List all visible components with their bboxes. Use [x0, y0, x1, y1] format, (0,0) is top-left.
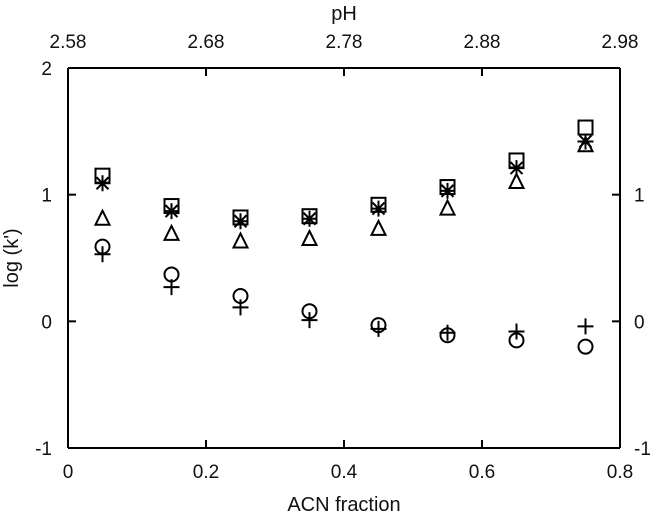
asterisk-marker-1-6: [508, 160, 525, 177]
left-y-tick-label-0: -1: [35, 439, 52, 460]
triangle-marker-2-1: [162, 223, 181, 241]
bottom-x-tick-label-1: 0.2: [193, 462, 219, 483]
plus-marker-4-0: [94, 246, 111, 263]
bottom-x-tick-label-3: 0.6: [469, 462, 495, 483]
y-axis-title: log (k'): [1, 228, 23, 287]
triangle-marker-2-3: [300, 228, 319, 246]
top-x-tick-label-2: 2.78: [326, 32, 363, 53]
left-y-tick-label-1: 0: [41, 312, 52, 333]
plus-marker-4-7: [577, 318, 594, 335]
left-y-tick-label-2: 1: [41, 186, 52, 207]
triangle-marker-2-2: [231, 231, 250, 249]
triangle-marker-2-6: [507, 171, 526, 189]
triangle-marker-2-5: [438, 198, 457, 216]
top-x-tick-label-1: 2.68: [188, 32, 225, 53]
top-x-tick-label-0: 2.58: [50, 32, 87, 53]
triangle-marker-2-4: [369, 218, 388, 236]
circle-marker-3-7: [577, 338, 594, 355]
plus-marker-4-2: [232, 299, 249, 316]
asterisk-marker-1-1: [163, 203, 180, 220]
plus-marker-4-1: [163, 279, 180, 296]
asterisk-marker-1-5: [439, 182, 456, 199]
plus-marker-4-4: [370, 320, 387, 337]
right-y-tick-label-2: 1: [634, 186, 645, 207]
top-x-tick-label-3: 2.88: [464, 32, 501, 53]
bottom-x-tick-label-2: 0.4: [331, 462, 358, 483]
right-y-tick-label-1: 0: [634, 312, 645, 333]
markers-layer: [93, 119, 595, 355]
left-y-tick-label-3: 2: [41, 59, 52, 80]
triangle-marker-2-0: [93, 208, 112, 226]
right-y-tick-label-0: -1: [634, 439, 651, 460]
plus-marker-4-5: [439, 324, 456, 341]
asterisk-marker-1-3: [301, 210, 318, 227]
ticks-layer: [67, 67, 621, 449]
bottom-x-tick-label-0: 0: [63, 462, 74, 483]
plus-marker-4-3: [301, 312, 318, 329]
top-axis-title: pH: [331, 3, 357, 25]
asterisk-marker-1-2: [232, 213, 249, 230]
plus-marker-4-6: [508, 323, 525, 340]
bottom-x-tick-label-4: 0.8: [607, 462, 633, 483]
asterisk-marker-1-4: [370, 200, 387, 217]
triangle-marker-2-7: [576, 135, 595, 153]
asterisk-marker-1-7: [577, 133, 594, 150]
x-axis-title: ACN fraction: [287, 494, 400, 516]
asterisk-marker-1-0: [94, 175, 111, 192]
tick-labels-layer: 0 0.2 0.4 0.6 0.8 2.58 2.68 2.78 2.88 2.98 -1 0 1 2 -1…: [35, 32, 651, 483]
top-x-tick-label-4: 2.98: [602, 32, 639, 53]
